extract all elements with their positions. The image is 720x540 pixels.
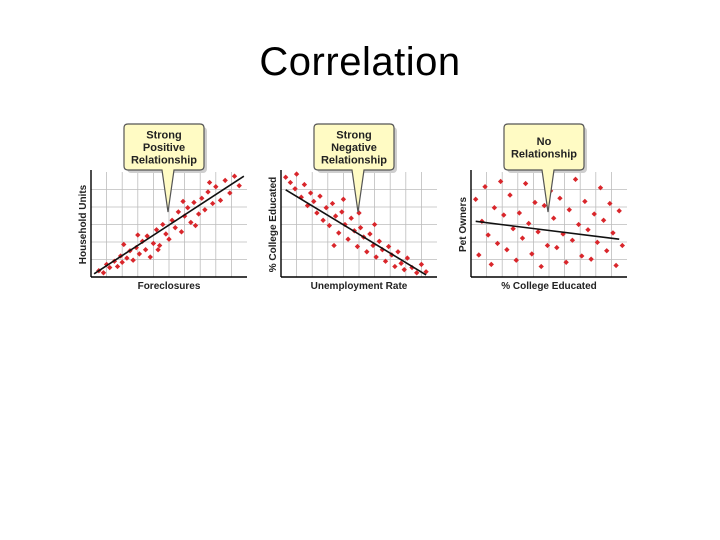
callout-text: No	[537, 136, 552, 148]
data-point	[217, 197, 224, 204]
data-point	[510, 226, 516, 232]
data-point	[121, 241, 127, 248]
data-point	[529, 251, 535, 257]
x-axis-label: % College Educated	[501, 281, 597, 292]
callout-text: Positive	[143, 142, 185, 154]
data-point	[155, 247, 161, 253]
data-point	[160, 221, 166, 228]
trend-line	[93, 175, 245, 275]
data-point	[175, 209, 182, 215]
chart-panel-negative: Unemployment Rate % College Educated Stron…	[265, 120, 445, 310]
data-point	[385, 243, 392, 250]
data-point	[236, 182, 242, 189]
data-point	[195, 211, 202, 217]
data-point	[188, 219, 194, 226]
data-point	[364, 249, 370, 255]
data-point	[507, 192, 513, 198]
callout-text: Relationship	[511, 148, 577, 160]
data-point	[619, 242, 626, 249]
data-point	[180, 198, 186, 205]
scatter-chart-positive: Foreclosures Household Units StrongPositiv…	[78, 123, 247, 292]
data-point	[172, 224, 178, 231]
data-point	[147, 254, 153, 260]
data-point	[541, 202, 548, 209]
callout-text: Strong	[146, 130, 181, 142]
scatter-chart-none: % College Educated Pet Owners NoRelationsh…	[458, 123, 627, 292]
data-point	[373, 254, 379, 260]
chart-panel-none: % College Educated Pet Owners No Relationsh…	[455, 120, 635, 310]
trend-line	[285, 189, 427, 276]
callout-bubble	[313, 123, 395, 213]
callout-text: Negative	[331, 142, 377, 154]
data-point	[332, 213, 339, 219]
y-axis-label: % College Educated	[268, 177, 279, 273]
data-point	[317, 193, 323, 199]
data-point	[604, 248, 610, 254]
data-point	[423, 269, 429, 275]
data-point	[178, 229, 185, 235]
slide-title: Correlation	[259, 40, 461, 84]
data-point	[582, 198, 588, 205]
scatter-chart-negative: Unemployment Rate % College Educated Stron…	[268, 123, 437, 292]
y-axis-label: Pet Owners	[458, 197, 469, 252]
callout-text: Strong	[336, 130, 371, 142]
data-point	[185, 205, 191, 211]
x-axis-label: Foreclosures	[138, 281, 201, 292]
data-point	[209, 200, 216, 207]
chart-panel-positive: Foreclosures Household Units Strong Positiv…	[75, 120, 255, 310]
callout-text: Relationship	[131, 155, 197, 167]
trend-line	[475, 220, 620, 240]
data-point	[287, 179, 294, 186]
x-axis-label: Unemployment Rate	[311, 281, 408, 292]
data-point	[336, 230, 342, 236]
data-point	[307, 190, 314, 196]
callout-bubble	[503, 123, 585, 213]
callout-bubble	[123, 123, 205, 213]
data-point	[222, 177, 228, 184]
data-point	[144, 233, 150, 239]
data-point	[401, 266, 407, 273]
data-point	[566, 207, 572, 213]
data-point	[227, 190, 233, 196]
data-point	[482, 184, 488, 190]
data-point	[156, 242, 163, 249]
data-point	[348, 215, 354, 221]
data-point	[150, 240, 157, 247]
data-point	[376, 238, 382, 244]
data-point	[532, 199, 538, 206]
data-point	[544, 242, 551, 249]
y-axis-label: Household Units	[78, 184, 89, 264]
data-point	[326, 222, 333, 229]
data-point	[414, 270, 420, 276]
data-point	[163, 231, 169, 237]
data-point	[205, 189, 211, 195]
data-point	[591, 211, 597, 217]
data-point	[166, 236, 172, 242]
callout-text: Relationship	[321, 155, 387, 167]
data-point	[497, 178, 504, 185]
data-point	[404, 255, 411, 261]
data-point	[199, 195, 205, 201]
